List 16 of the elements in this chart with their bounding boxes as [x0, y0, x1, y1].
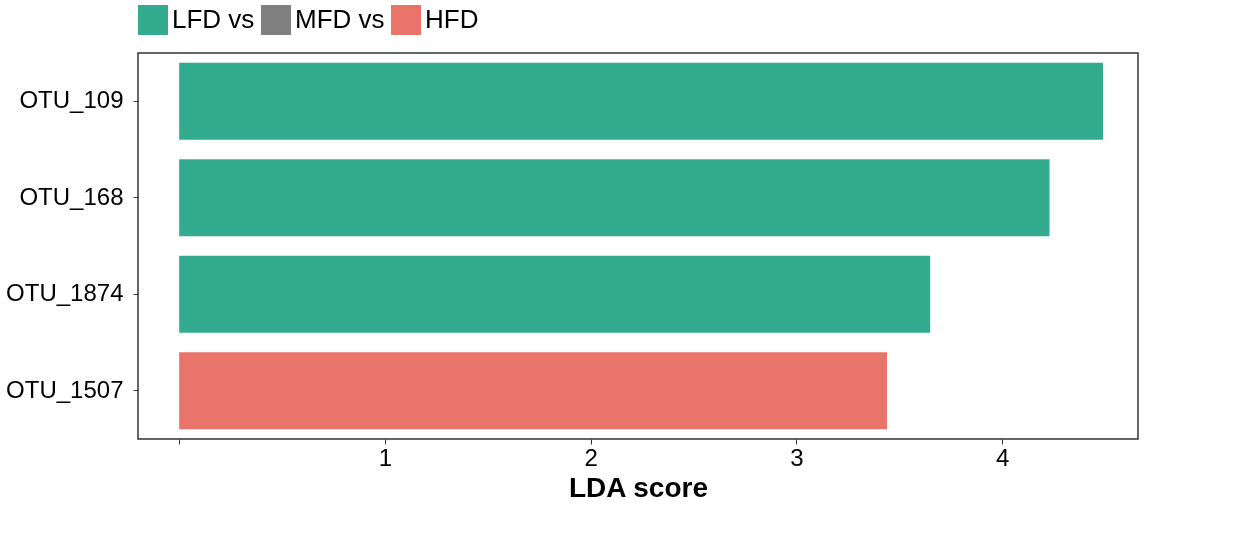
bar	[179, 352, 887, 430]
y-tick-label: OTU_1507	[6, 375, 124, 403]
x-tick-label: 1	[378, 443, 393, 471]
bar	[179, 159, 1050, 237]
legend-label: MFD vs	[295, 4, 385, 34]
x-tick-label: 3	[790, 443, 804, 471]
legend-label: LFD vs	[172, 4, 255, 34]
x-tick-label: 4	[996, 443, 1010, 471]
y-tick-label: OTU_1874	[6, 279, 124, 307]
legend-label: HFD	[425, 4, 479, 34]
x-axis-title: LDA score	[568, 471, 709, 503]
y-tick-label: OTU_109	[19, 86, 124, 114]
bar	[179, 255, 931, 333]
x-tick-label: 2	[584, 443, 598, 471]
bar	[179, 62, 1104, 140]
y-tick-label: OTU_168	[19, 182, 124, 210]
